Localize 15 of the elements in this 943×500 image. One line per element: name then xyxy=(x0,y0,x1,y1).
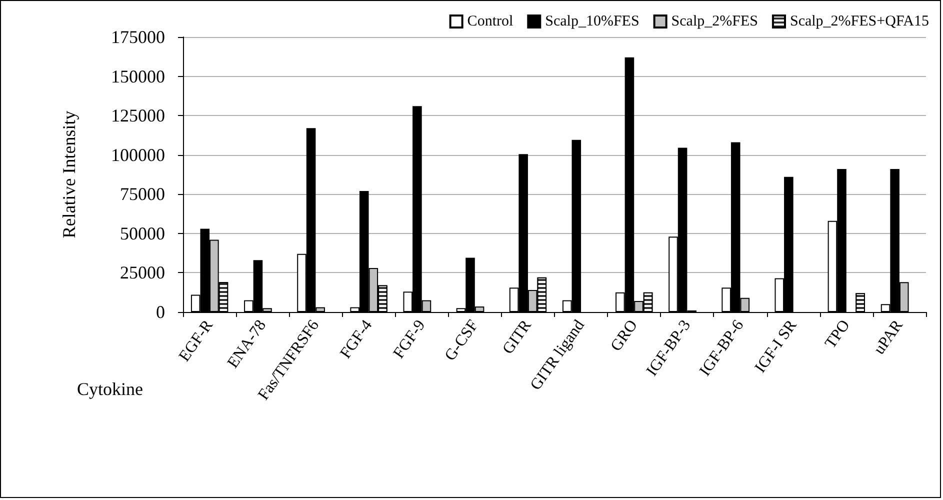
legend-label: Control xyxy=(467,14,514,30)
y-tick-label: 75000 xyxy=(120,184,165,204)
y-tick-label: 100000 xyxy=(111,144,165,165)
y-tick-label: 0 xyxy=(156,302,165,322)
y-tick-label: 125000 xyxy=(111,106,165,126)
y-tick-label: 50000 xyxy=(120,223,165,244)
legend-label: Scalp_10%FES xyxy=(545,14,640,30)
x-axis-title: Cytokine xyxy=(77,379,144,399)
x-tick-label: TPO xyxy=(822,317,854,352)
legend-label: Scalp_2%FES+QFA15 xyxy=(790,14,930,30)
legend-label: Scalp_2%FES xyxy=(671,14,758,30)
y-tick-label: 175000 xyxy=(111,27,165,47)
y-axis-title: Relative Intensity xyxy=(59,110,79,238)
y-tick-label: 150000 xyxy=(111,66,165,86)
y-tick-label: 25000 xyxy=(120,262,165,283)
